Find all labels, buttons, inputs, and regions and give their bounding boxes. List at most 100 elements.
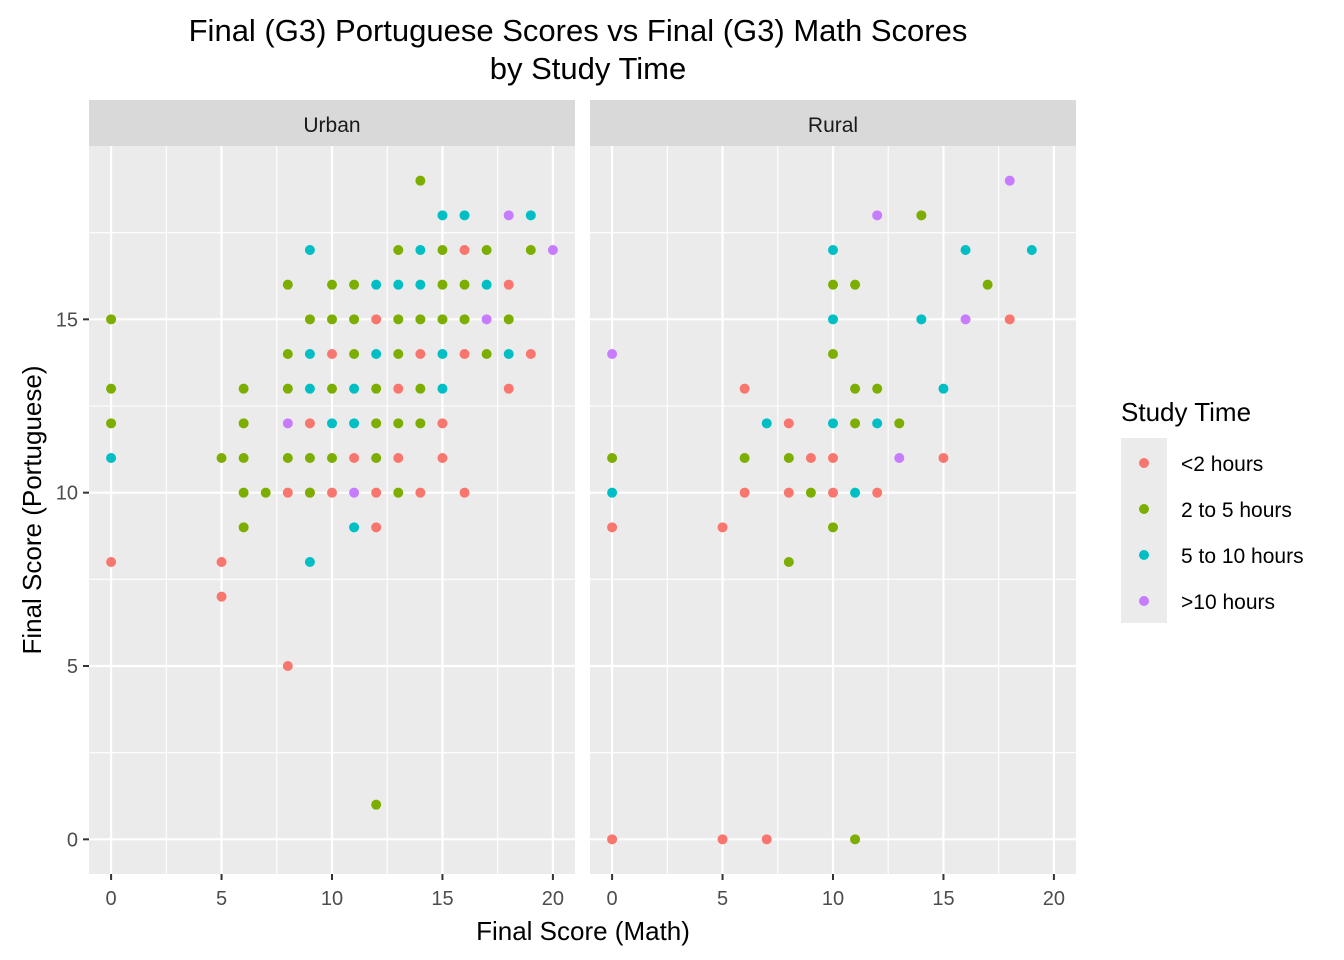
x-axis-title: Final Score (Math) [476,916,690,946]
data-point [282,279,293,290]
legend-entry: >10 hours [1139,591,1275,614]
panel-rural: Rural 0 5 10 15 20 [590,100,1076,910]
data-point [503,314,514,325]
data-point [437,314,448,325]
data-point [371,453,382,463]
data-point [393,245,404,255]
data-point [850,418,861,429]
facet-strip [89,100,575,146]
x-tick-label: 10 [822,888,844,910]
x-tick-label: 20 [542,888,564,910]
data-point [393,349,404,359]
data-point [304,487,315,498]
data-point [828,453,838,463]
x-tick-label: 10 [321,888,343,910]
data-point [938,383,949,394]
y-tick-label: 5 [67,656,78,678]
data-point [393,314,404,325]
data-point [371,349,382,359]
data-point [327,314,337,325]
data-point [916,314,927,325]
data-point [415,314,426,325]
data-point [415,383,426,394]
data-point [304,383,315,394]
data-point [349,383,360,394]
data-point [805,487,816,498]
data-point [739,453,750,463]
data-point [393,487,404,498]
legend-entry: <2 hours [1139,453,1263,476]
data-point [525,210,536,221]
legend-label: >10 hours [1181,591,1275,614]
data-point [327,453,337,463]
data-point [282,453,293,463]
data-point [327,487,337,498]
data-point [106,314,117,325]
data-point [282,661,293,671]
data-point [415,245,426,255]
legend-label: 2 to 5 hours [1181,499,1292,522]
data-point [349,314,360,325]
data-point [371,279,382,290]
data-point [238,418,249,429]
legend-entry: 2 to 5 hours [1139,499,1292,522]
data-point [437,453,448,463]
y-tick-label: 10 [56,483,78,505]
data-point [459,245,470,255]
data-point [459,210,470,221]
data-point [304,418,315,429]
data-point [349,522,360,533]
data-point [525,245,536,255]
data-point [982,279,993,290]
data-point [393,383,404,394]
data-point [739,487,750,498]
data-point [282,487,293,498]
chart-subtitle: by Study Time [490,51,686,86]
data-point [415,175,426,186]
legend-label: 5 to 10 hours [1181,545,1304,568]
data-point [459,314,470,325]
data-point [717,522,728,533]
data-point [607,834,618,845]
data-point [349,487,360,498]
data-point [872,383,883,394]
x-tick-label: 0 [106,888,117,910]
x-tick-label: 0 [607,888,618,910]
facet-strip [590,100,1076,146]
data-point [304,245,315,255]
data-point [437,349,448,359]
data-point [828,279,838,290]
data-point [106,453,117,463]
data-point [872,418,883,429]
data-point [459,279,470,290]
data-point [828,245,838,255]
data-point [607,487,618,498]
data-point [805,453,816,463]
data-point [238,522,249,533]
data-point [371,799,382,810]
data-point [282,349,293,359]
data-point [437,245,448,255]
data-point [828,314,838,325]
series-<2 hours [106,245,536,671]
data-point [371,418,382,429]
legend-key-background [1121,438,1167,623]
data-point [481,349,492,359]
data-point [216,557,227,567]
data-point [503,383,514,394]
series->10 hours [607,175,1015,463]
y-axis-title: Final Score (Portuguese) [17,365,47,654]
data-point [327,418,337,429]
y-tick-label: 0 [67,829,78,851]
data-point [960,314,971,325]
data-point [371,383,382,394]
data-point [304,453,315,463]
data-point [106,557,117,567]
x-tick-label: 20 [1043,888,1065,910]
panel-urban: Urban 0 5 10 15 20 [89,100,575,910]
data-point [371,487,382,498]
series->10 hours [282,210,558,498]
data-point [739,383,750,394]
data-point [872,487,883,498]
